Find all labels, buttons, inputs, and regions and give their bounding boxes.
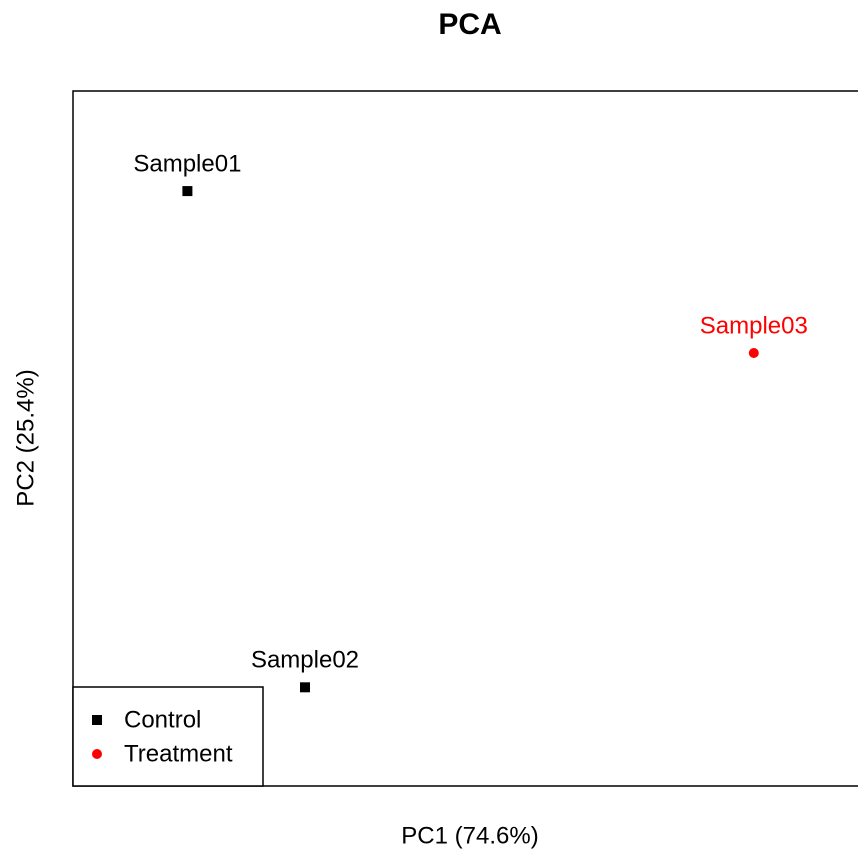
legend-label: Treatment [124, 740, 233, 767]
point [182, 186, 193, 197]
point-label: Sample01 [133, 150, 241, 177]
point [748, 348, 759, 359]
x-axis-label: PC1 (74.6%) [401, 822, 538, 849]
point-label: Sample03 [700, 312, 808, 339]
legend-box [72, 686, 264, 787]
y-axis-label: PC2 (25.4%) [12, 369, 39, 506]
point-label: Sample02 [251, 647, 359, 674]
legend-label: Control [124, 706, 201, 733]
legend-marker [92, 749, 102, 759]
legend-marker [92, 715, 102, 725]
point [300, 682, 310, 693]
plot-frame [72, 90, 858, 787]
chart-title: PCA [438, 8, 501, 41]
